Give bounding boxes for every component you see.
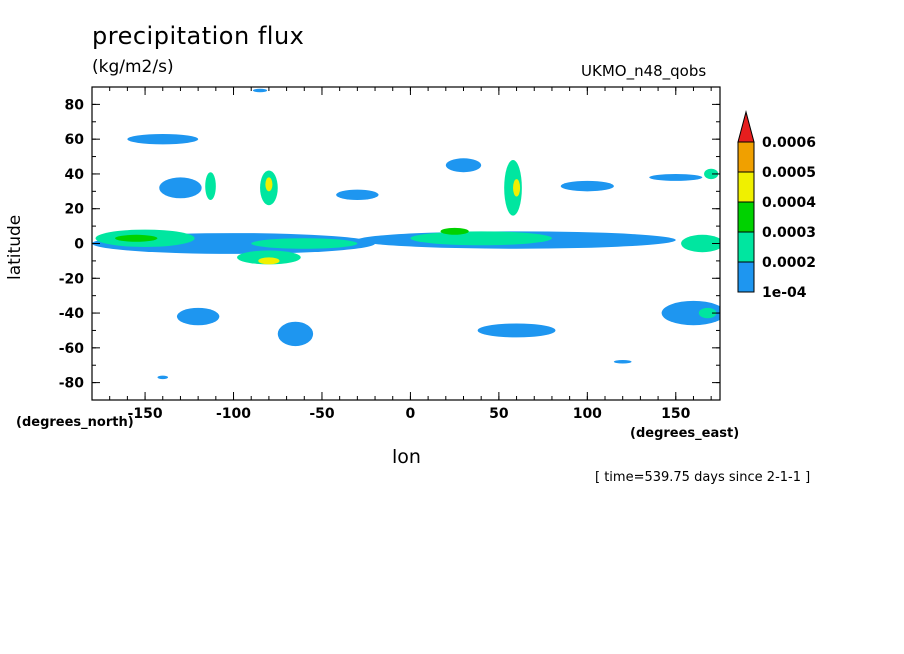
precip-contour-19 xyxy=(560,180,614,192)
plot-units: (kg/m2/s) xyxy=(92,57,174,77)
x-tick-label: -50 xyxy=(309,406,335,422)
precip-contour-3 xyxy=(237,250,301,265)
colorbar-arrow xyxy=(737,110,755,143)
colorbar-label: 0.0003 xyxy=(762,225,816,241)
precip-contour-23 xyxy=(661,300,720,326)
x-tick-label: -150 xyxy=(128,406,163,422)
model-name: UKMO_n48_qobs xyxy=(581,62,707,80)
precip-contour-2 xyxy=(114,234,158,242)
colorbar-box-2 xyxy=(737,201,755,233)
precip-contour-26 xyxy=(649,173,703,181)
axis-ticks: -150 -100 -50 0 50 100 150 -80 -60 -40 -20 0 20 40 60 8… xyxy=(59,86,720,422)
x-axis-label: lon xyxy=(392,446,421,468)
colorbar-label: 0.0002 xyxy=(762,255,816,271)
y-tick-label: -40 xyxy=(59,306,85,322)
y-tick-label: 60 xyxy=(65,132,85,148)
x-tick-label: 0 xyxy=(406,406,416,422)
x-tick-label: 50 xyxy=(489,406,509,422)
y-tick-label: 0 xyxy=(74,237,84,253)
precip-contour-25 xyxy=(704,168,719,180)
precip-contour-15 xyxy=(336,189,379,201)
y-tick-label: 40 xyxy=(65,167,85,183)
precip-contour-4 xyxy=(258,257,280,265)
precip-contour-27 xyxy=(613,360,632,364)
colorbar-box-1 xyxy=(737,231,755,263)
precip-features xyxy=(92,88,720,380)
x-tick-label: 150 xyxy=(661,406,690,422)
precip-contour-8 xyxy=(440,227,469,235)
y-tick-label: -20 xyxy=(59,271,85,287)
precip-contour-21 xyxy=(277,321,314,347)
x-tick-label: 100 xyxy=(573,406,602,422)
precip-contour-22 xyxy=(477,323,556,338)
x-axis-unit: (degrees_east) xyxy=(630,426,740,441)
x-tick-label: -100 xyxy=(216,406,251,422)
y-tick-label: -80 xyxy=(59,376,85,392)
time-stamp: [ time=539.75 days since 2-1-1 ] xyxy=(595,470,811,485)
precip-contour-20 xyxy=(176,307,220,326)
precip-contour-14 xyxy=(265,177,273,192)
colorbar-box-4 xyxy=(737,141,755,173)
y-axis-unit: (degrees_north) xyxy=(16,415,134,430)
colorbar-label: 1e-04 xyxy=(762,285,807,301)
colorbar-box-3 xyxy=(737,171,755,203)
precip-contour-5 xyxy=(251,238,358,249)
colorbar-label: 0.0006 xyxy=(762,135,816,151)
precip-contour-24 xyxy=(698,307,717,319)
colorbar-label: 0.0004 xyxy=(762,195,816,211)
precip-contour-9 xyxy=(681,234,720,253)
precip-contour-11 xyxy=(159,177,202,199)
precip-contour-7 xyxy=(410,231,552,246)
precip-contour-28 xyxy=(157,375,169,380)
colorbar: 1e-04 0.0002 0.0003 0.0004 0.0005 0.0006 xyxy=(737,110,816,301)
precip-contour-17 xyxy=(513,179,521,197)
colorbar-box-0 xyxy=(737,261,755,293)
colorbar-label: 0.0005 xyxy=(762,165,816,181)
y-tick-label: 80 xyxy=(65,97,85,113)
precip-contour-29 xyxy=(252,88,268,93)
precip-contour-10 xyxy=(127,133,199,145)
plot-title: precipitation flux xyxy=(92,22,305,50)
precip-contour-18 xyxy=(445,158,482,173)
precip-contour-12 xyxy=(205,172,216,201)
y-tick-label: -60 xyxy=(59,341,85,357)
y-tick-label: 20 xyxy=(65,202,85,218)
